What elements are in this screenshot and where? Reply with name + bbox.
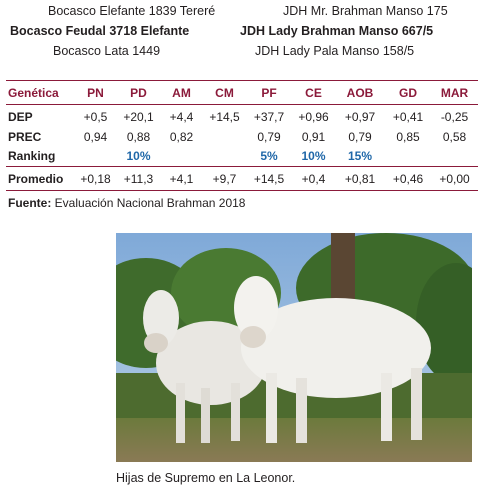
- table-row-ranking: Ranking 10% 5% 10% 15%: [6, 147, 478, 167]
- table-cell: 0,79: [257, 129, 281, 144]
- table-cell: 0,88: [126, 129, 151, 144]
- ranking-cell: 10%: [301, 149, 326, 164]
- ranking-cell: [431, 147, 478, 167]
- table-cell: +0,46: [392, 171, 424, 186]
- pedigree-maternal-granddam: JDH Lady Pala Manso 158/5: [255, 44, 415, 58]
- row-label: DEP: [8, 109, 33, 124]
- table-cell: +4,4: [169, 109, 194, 124]
- source-text: Evaluación Nacional Brahman 2018: [51, 196, 246, 210]
- table-cell: +0,5: [83, 109, 108, 124]
- row-label: Ranking: [8, 149, 56, 164]
- table-cell: 0,94: [83, 129, 108, 144]
- cattle-photo-illustration: [116, 233, 472, 462]
- column-header: PN: [87, 85, 104, 100]
- table-cell: 0,82: [169, 129, 194, 144]
- dep-table: Genética PN PD AM CM PF CE AOB GD MAR DE…: [6, 80, 478, 191]
- column-header: AOB: [346, 85, 374, 100]
- table-cell: 0,91: [301, 129, 326, 144]
- pedigree-maternal-grandsire: JDH Mr. Brahman Manso 175: [283, 4, 448, 18]
- column-header: PF: [261, 85, 277, 100]
- pedigree-granddam: Bocasco Lata 1449: [53, 44, 161, 58]
- column-header: CM: [215, 85, 234, 100]
- table-cell: -0,25: [440, 109, 469, 124]
- source-note: Fuente: Evaluación Nacional Brahman 2018: [8, 196, 245, 210]
- pedigree-dam: JDH Lady Brahman Manso 667/5: [240, 24, 434, 38]
- row-label: PREC: [8, 129, 42, 144]
- table-cell: +0,18: [80, 171, 111, 186]
- row-label: Promedio: [8, 171, 64, 186]
- column-header: PD: [130, 85, 147, 100]
- table-cell: +11,3: [123, 171, 154, 186]
- ranking-cell: [74, 147, 117, 167]
- table-cell: +0,41: [392, 109, 424, 124]
- pedigree-grandsire: Bocasco Elefante 1839 Tereré: [48, 4, 216, 18]
- table-cell: 0,79: [348, 129, 372, 144]
- ranking-cell: 10%: [126, 149, 151, 164]
- table-cell: 0,85: [396, 129, 420, 144]
- table-cell: 0,58: [442, 129, 467, 144]
- table-cell: +0,96: [298, 109, 329, 124]
- table-row-prec: PREC 0,94 0,88 0,82 0,79 0,91 0,79 0,85 …: [6, 127, 478, 147]
- column-header: Genética: [8, 85, 59, 100]
- table-cell: +37,7: [253, 109, 285, 124]
- ranking-cell: 5%: [260, 149, 278, 164]
- ranking-cell: [203, 147, 246, 167]
- table-cell: +0,97: [344, 109, 376, 124]
- pedigree-sire: Bocasco Feudal 3718 Elefante: [10, 24, 190, 38]
- table-cell: +0,00: [439, 171, 470, 186]
- pedigree: Bocasco Elefante 1839 Tereré Bocasco Feu…: [0, 4, 481, 66]
- column-header: MAR: [440, 85, 469, 100]
- ranking-cell: [385, 147, 431, 167]
- column-header: GD: [399, 85, 417, 100]
- table-cell: +0,4: [301, 171, 326, 186]
- table-row-dep: DEP +0,5 +20,1 +4,4 +14,5 +37,7 +0,96 +0…: [6, 107, 478, 127]
- table-cell: +0,81: [344, 171, 376, 186]
- ranking-cell: [160, 147, 203, 167]
- table-header: Genética PN PD AM CM PF CE AOB GD MAR: [6, 80, 478, 105]
- ranking-cell: 15%: [347, 149, 373, 164]
- table-cell: +4,1: [169, 171, 194, 186]
- table-cell: +14,5: [209, 109, 240, 124]
- column-header: CE: [305, 85, 322, 100]
- cattle-photo: [116, 233, 472, 462]
- table-cell: [203, 127, 246, 147]
- photo-caption: Hijas de Supremo en La Leonor.: [116, 471, 296, 485]
- table-row-promedio: Promedio +0,18 +11,3 +4,1 +9,7 +14,5 +0,…: [6, 166, 478, 191]
- source-label: Fuente:: [8, 196, 52, 210]
- table-cell: +14,5: [253, 171, 285, 186]
- table-cell: +9,7: [212, 171, 237, 186]
- table-cell: +20,1: [123, 109, 154, 124]
- column-header: AM: [172, 85, 191, 100]
- dep-table-container: Genética PN PD AM CM PF CE AOB GD MAR DE…: [6, 80, 478, 191]
